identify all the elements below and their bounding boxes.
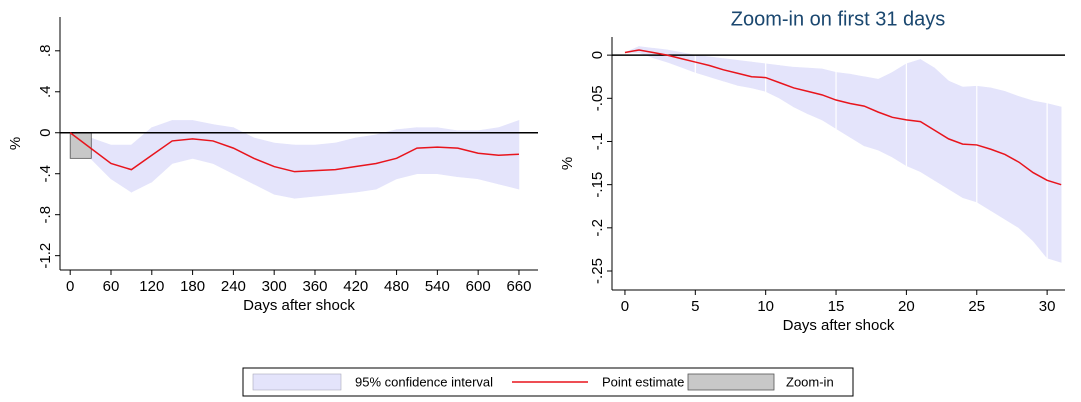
confidence-band — [835, 72, 851, 138]
legend-swatch — [687, 373, 775, 391]
point-estimate-line — [69, 132, 519, 173]
confidence-band — [1018, 96, 1034, 242]
x-tick-label: 480 — [384, 278, 409, 295]
confidence-band — [779, 65, 795, 108]
legend-label: 95% confidence interval — [355, 374, 493, 389]
x-tick-label: 660 — [506, 278, 531, 295]
confidence-band — [765, 63, 781, 99]
x-tick-label: 25 — [968, 298, 985, 315]
y-tick-label: .8 — [37, 45, 54, 58]
y-tick-label: 0 — [37, 129, 54, 137]
confidence-band — [192, 120, 214, 164]
confidence-band — [233, 127, 255, 185]
y-axis-label: % — [559, 157, 576, 170]
x-tick-label: 30 — [1039, 298, 1056, 315]
confidence-band — [849, 73, 865, 147]
y-tick-label: -.1 — [589, 133, 606, 151]
confidence-band — [335, 137, 357, 195]
y-tick-label: -.15 — [589, 172, 606, 198]
confidence-band — [695, 54, 710, 78]
legend-label: Point estimate — [602, 374, 684, 389]
x-axis-label: Days after shock — [783, 317, 895, 334]
y-tick-label: -.8 — [37, 206, 54, 224]
x-tick-label: 20 — [898, 298, 915, 315]
y-tick-label: -.2 — [589, 219, 606, 237]
x-tick-label: 0 — [66, 278, 74, 295]
confidence-band — [477, 127, 499, 185]
confidence-band — [151, 120, 173, 183]
confidence-band — [457, 130, 479, 180]
x-tick-label: 10 — [757, 298, 774, 315]
x-tick-label: 5 — [691, 298, 699, 315]
legend-swatch — [252, 373, 342, 391]
confidence-band — [934, 67, 949, 190]
point-estimate-line — [624, 49, 1062, 186]
y-tick-label: -1.2 — [37, 243, 54, 269]
confidence-band — [212, 124, 234, 175]
y-tick-label: -.4 — [37, 165, 54, 183]
confidence-band — [131, 126, 153, 193]
x-tick-label: 420 — [343, 278, 368, 295]
confidence-band — [863, 76, 879, 151]
y-tick-label: .4 — [37, 86, 54, 99]
legend-label: Zoom-in — [786, 374, 834, 389]
confidence-band — [171, 120, 193, 164]
x-tick-label: 360 — [302, 278, 327, 295]
x-tick-label: 60 — [103, 278, 120, 295]
x-tick-label: 180 — [180, 278, 205, 295]
x-tick-label: 0 — [621, 298, 629, 315]
x-tick-label: 300 — [262, 278, 287, 295]
x-axis-label: Days after shock — [243, 297, 355, 314]
confidence-band — [892, 63, 907, 167]
y-axis-label: % — [7, 137, 24, 150]
chart-title: Zoom-in on first 31 days — [731, 8, 946, 30]
confidence-band — [920, 58, 935, 181]
y-tick-label: 0 — [589, 51, 606, 59]
x-tick-label: 540 — [425, 278, 450, 295]
confidence-band — [437, 127, 459, 178]
confidence-band — [906, 59, 921, 173]
y-tick-label: -.05 — [589, 85, 606, 111]
x-tick-label: 15 — [828, 298, 845, 315]
y-tick-label: -.25 — [589, 258, 606, 284]
x-tick-label: 120 — [139, 278, 164, 295]
confidence-band — [416, 127, 438, 175]
x-tick-label: 240 — [221, 278, 246, 295]
confidence-band — [90, 137, 112, 180]
confidence-band — [1004, 90, 1020, 229]
x-tick-label: 600 — [466, 278, 491, 295]
